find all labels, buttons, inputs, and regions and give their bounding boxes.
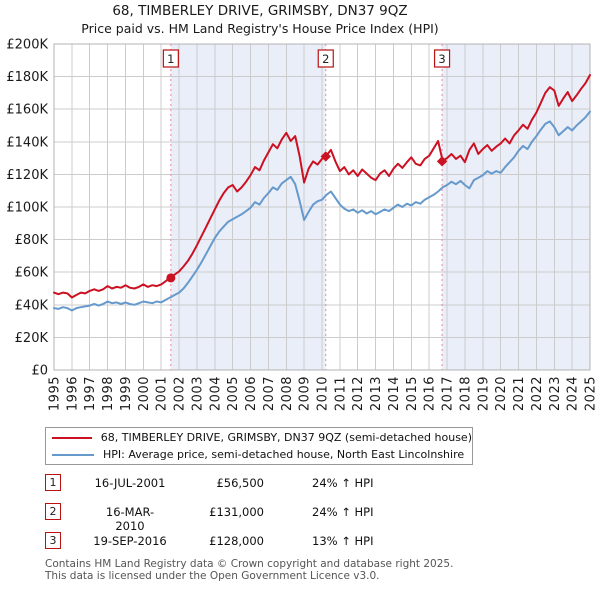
- transaction-hpi-delta: 24% ↑ HPI: [312, 505, 374, 519]
- svg-text:£100K: £100K: [6, 201, 48, 216]
- svg-text:£0: £0: [31, 364, 48, 379]
- svg-text:£60K: £60K: [15, 266, 49, 281]
- svg-text:3: 3: [438, 52, 445, 66]
- svg-text:£140K: £140K: [6, 135, 48, 150]
- page-subtitle: Price paid vs. HM Land Registry's House …: [81, 21, 439, 36]
- legend-label: HPI: Average price, semi-detached house,…: [103, 448, 465, 461]
- svg-text:1999: 1999: [119, 376, 134, 411]
- transaction-hpi-delta: 24% ↑ HPI: [312, 476, 374, 490]
- svg-text:2015: 2015: [405, 376, 420, 411]
- svg-text:1997: 1997: [83, 376, 98, 411]
- svg-text:1995: 1995: [48, 376, 63, 411]
- svg-text:2001: 2001: [155, 376, 170, 411]
- footer-line: This data is licensed under the Open Gov…: [45, 569, 380, 582]
- svg-text:2020: 2020: [494, 376, 509, 411]
- transaction-price: £56,500: [216, 476, 264, 490]
- transaction-number-badge: 3: [45, 532, 61, 549]
- transaction-date: 19-SEP-2016: [93, 534, 167, 548]
- blue-line-swatch-icon: [52, 453, 94, 456]
- footer-line: Contains HM Land Registry data © Crown c…: [45, 558, 454, 570]
- svg-text:2009: 2009: [298, 376, 313, 411]
- svg-text:2023: 2023: [548, 376, 563, 411]
- transaction-price: £128,000: [209, 534, 264, 548]
- svg-text:1996: 1996: [65, 376, 80, 411]
- svg-text:2017: 2017: [441, 376, 456, 411]
- svg-text:2002: 2002: [173, 376, 188, 411]
- svg-text:2016: 2016: [423, 376, 438, 411]
- transaction-hpi-delta: 13% ↑ HPI: [312, 534, 374, 548]
- svg-text:2008: 2008: [280, 376, 295, 411]
- svg-text:2021: 2021: [512, 376, 527, 411]
- transaction-row: 1 16-JUL-2001 £56,500 24% ↑ HPI: [0, 474, 600, 492]
- svg-text:2018: 2018: [458, 376, 473, 411]
- transaction-number-badge: 2: [45, 503, 61, 520]
- transaction-date: 16-MAR-2010: [105, 505, 155, 533]
- copyright-footer: Contains HM Land Registry data © Crown c…: [45, 558, 585, 582]
- svg-text:2024: 2024: [566, 376, 581, 411]
- svg-text:2007: 2007: [262, 376, 277, 411]
- transaction-number-badge: 1: [45, 474, 61, 491]
- svg-text:£200K: £200K: [6, 38, 48, 53]
- svg-text:1: 1: [167, 52, 174, 66]
- svg-text:1998: 1998: [101, 376, 116, 411]
- svg-text:£40K: £40K: [15, 298, 49, 313]
- svg-text:2011: 2011: [333, 376, 348, 411]
- transaction-price: £131,000: [209, 505, 264, 519]
- svg-text:2006: 2006: [244, 376, 259, 411]
- svg-text:2019: 2019: [476, 376, 491, 411]
- svg-text:2022: 2022: [530, 376, 545, 411]
- svg-text:2012: 2012: [351, 376, 366, 411]
- legend-label: 68, TIMBERLEY DRIVE, GRIMSBY, DN37 9QZ (…: [100, 431, 472, 444]
- svg-text:2003: 2003: [190, 376, 205, 411]
- svg-text:2: 2: [322, 52, 329, 66]
- red-line-swatch-icon: [52, 436, 92, 439]
- svg-text:£80K: £80K: [15, 233, 49, 248]
- svg-text:£120K: £120K: [6, 168, 48, 183]
- svg-text:2014: 2014: [387, 376, 402, 411]
- svg-text:£160K: £160K: [6, 103, 48, 118]
- transaction-row: 2 16-MAR-2010 £131,000 24% ↑ HPI: [0, 503, 600, 533]
- svg-text:2004: 2004: [208, 376, 223, 411]
- chart-legend: 68, TIMBERLEY DRIVE, GRIMSBY, DN37 9QZ (…: [45, 427, 473, 465]
- svg-text:£180K: £180K: [6, 70, 48, 85]
- page-title: 68, TIMBERLEY DRIVE, GRIMSBY, DN37 9QZ: [112, 3, 408, 19]
- legend-item-hpi: HPI: Average price, semi-detached house,…: [46, 447, 472, 462]
- svg-text:£20K: £20K: [15, 331, 49, 346]
- svg-text:2025: 2025: [584, 376, 599, 411]
- svg-text:2000: 2000: [137, 376, 152, 411]
- legend-item-property: 68, TIMBERLEY DRIVE, GRIMSBY, DN37 9QZ (…: [46, 430, 472, 445]
- price-chart: £0 £20K £40K £60K £80K £100K £120K £140K £160K £1…: [6, 38, 599, 412]
- transaction-row: 3 19-SEP-2016 £128,000 13% ↑ HPI: [0, 532, 600, 550]
- svg-text:2010: 2010: [316, 376, 331, 411]
- svg-text:2013: 2013: [369, 376, 384, 411]
- transaction-date: 16-JUL-2001: [94, 476, 166, 490]
- svg-text:2005: 2005: [226, 376, 241, 411]
